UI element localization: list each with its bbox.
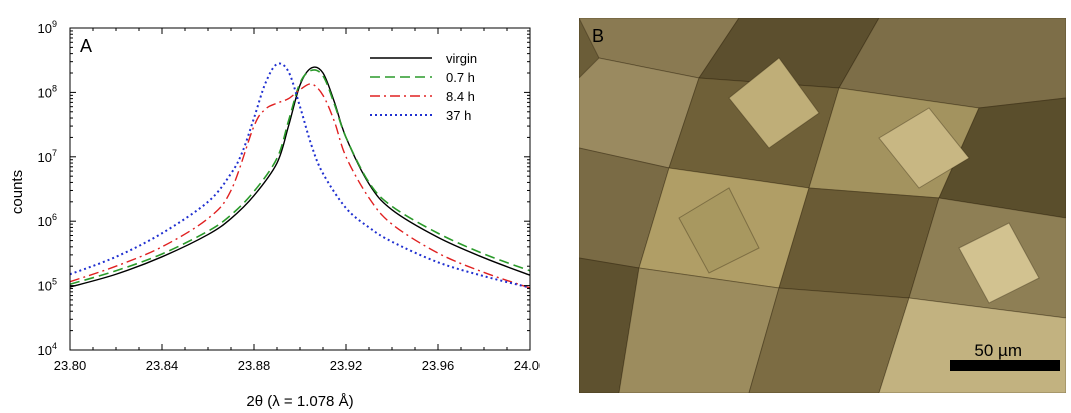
crystal-facet [748,287,910,393]
x-tick-label: 23.96 [422,358,455,373]
crystal-facet [728,57,820,149]
crystal-facet [618,267,780,393]
legend-label: 37 h [446,108,471,123]
crystal-facet [938,97,1066,219]
crystal-facet [579,257,640,393]
x-tick-label: 23.92 [330,358,363,373]
y-tick-label: 104 [38,341,57,358]
axes: 23.80 23.84 23.88 23.92 23.96 24.00 104 105 106 1… [38,19,540,373]
legend: virgin 0.7 h 8.4 h 37 h [370,51,477,123]
x-tick-label: 23.84 [146,358,179,373]
crystal-facet [678,187,760,274]
y-tick-label: 109 [38,19,57,36]
x-axis-label: 2θ (λ = 1.078 Å) [246,393,353,410]
panel-label-a: A [80,36,92,56]
legend-label: virgin [446,51,477,66]
crystal-micrograph [579,18,1066,393]
series-line-0-7-h [69,69,531,286]
scale-bar-label: 50 µm [974,341,1022,360]
y-tick-label: 105 [38,277,57,294]
y-tick-label: 108 [38,83,57,100]
legend-label: 0.7 h [446,70,475,85]
micrograph-panel: B 50 µm [579,18,1066,393]
y-tick-label: 106 [38,212,57,229]
x-tick-label: 24.00 [514,358,540,373]
legend-label: 8.4 h [446,89,475,104]
x-tick-label: 23.80 [54,358,87,373]
y-tick-label: 107 [38,148,57,165]
curves [69,62,531,289]
panel-label-b: B [592,26,605,46]
series-line-8-4-h [69,83,531,289]
crystal-facet [878,107,970,189]
x-tick-label: 23.88 [238,358,271,373]
scale-bar [950,360,1060,371]
xrd-chart: 23.80 23.84 23.88 23.92 23.96 24.00 104 105 106 1… [9,19,540,410]
crystal-facet [958,222,1040,304]
y-axis-label: counts [9,170,26,214]
series-line-37-h [69,62,531,289]
